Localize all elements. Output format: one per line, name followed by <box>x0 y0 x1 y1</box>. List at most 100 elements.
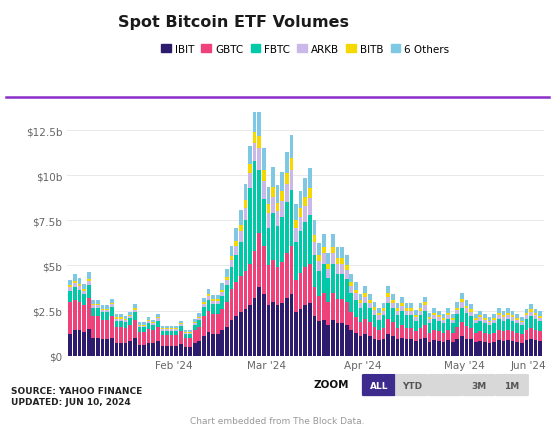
Bar <box>119 315 123 318</box>
Bar <box>276 268 280 306</box>
Bar <box>534 316 537 319</box>
Bar <box>78 286 82 290</box>
Bar <box>506 313 510 315</box>
Bar <box>211 295 215 300</box>
Bar <box>165 329 169 331</box>
Bar <box>202 316 206 336</box>
Bar <box>350 286 353 294</box>
Bar <box>188 332 192 333</box>
Bar <box>114 327 118 343</box>
Bar <box>285 174 289 185</box>
Bar <box>225 302 229 327</box>
Bar <box>400 312 404 325</box>
Bar <box>446 330 450 341</box>
Bar <box>147 321 150 323</box>
Bar <box>266 306 270 356</box>
Bar <box>326 264 330 270</box>
Bar <box>326 279 330 302</box>
Bar <box>336 259 339 264</box>
Bar <box>386 293 390 297</box>
Bar <box>497 341 501 356</box>
Bar <box>294 280 298 312</box>
Bar <box>266 205 270 214</box>
Bar <box>198 317 201 318</box>
Bar <box>170 329 174 331</box>
Bar <box>78 302 82 331</box>
Bar <box>474 320 477 323</box>
Bar <box>156 318 160 319</box>
Bar <box>538 316 542 318</box>
Bar <box>225 327 229 356</box>
Bar <box>290 246 293 295</box>
Bar <box>114 343 118 356</box>
Bar <box>142 325 146 326</box>
Bar <box>105 306 109 309</box>
Bar <box>258 149 261 171</box>
Bar <box>160 329 164 331</box>
Bar <box>285 152 289 174</box>
Bar <box>188 334 192 338</box>
Bar <box>414 332 418 342</box>
Bar <box>244 309 247 356</box>
Bar <box>82 284 86 289</box>
Bar <box>502 318 505 321</box>
Bar <box>128 316 132 319</box>
Bar <box>372 339 376 356</box>
Bar <box>165 346 169 356</box>
Bar <box>396 303 399 309</box>
Bar <box>368 294 372 300</box>
Bar <box>128 325 132 342</box>
Bar <box>520 321 523 323</box>
Bar <box>331 247 335 253</box>
Bar <box>524 313 528 316</box>
Bar <box>68 280 72 286</box>
Bar <box>276 186 280 203</box>
Bar <box>165 331 169 335</box>
Bar <box>211 305 215 315</box>
Bar <box>142 332 146 345</box>
Bar <box>331 320 335 356</box>
Bar <box>446 341 450 356</box>
Bar <box>350 283 353 286</box>
Bar <box>220 296 224 309</box>
Bar <box>437 321 441 332</box>
Bar <box>244 271 247 309</box>
Bar <box>230 257 234 260</box>
Bar <box>258 136 261 149</box>
Bar <box>418 309 422 311</box>
Legend: IBIT, GBTC, FBTC, ARKB, BITB, 6 Others: IBIT, GBTC, FBTC, ARKB, BITB, 6 Others <box>157 40 453 59</box>
Bar <box>354 290 358 293</box>
Bar <box>534 330 537 341</box>
Bar <box>220 292 224 296</box>
Bar <box>184 338 187 347</box>
Bar <box>410 340 413 356</box>
Bar <box>304 223 307 268</box>
Bar <box>142 326 146 327</box>
Bar <box>322 247 326 253</box>
Bar <box>483 342 487 356</box>
Bar <box>239 232 243 243</box>
Bar <box>174 335 178 346</box>
Bar <box>105 340 109 356</box>
Bar <box>290 171 293 190</box>
Bar <box>230 268 234 289</box>
Bar <box>460 302 464 308</box>
Bar <box>511 316 514 318</box>
Bar <box>258 171 261 233</box>
Bar <box>529 312 533 316</box>
Bar <box>516 333 519 342</box>
Bar <box>386 334 390 356</box>
Bar <box>428 342 431 356</box>
Bar <box>520 343 523 356</box>
Bar <box>304 178 307 197</box>
Bar <box>216 315 220 334</box>
Bar <box>100 320 104 340</box>
Bar <box>470 329 473 340</box>
Bar <box>460 336 464 356</box>
Bar <box>179 326 183 332</box>
Bar <box>96 338 100 356</box>
Bar <box>299 191 302 209</box>
Bar <box>502 342 505 356</box>
Bar <box>520 318 523 321</box>
Bar <box>345 271 349 279</box>
